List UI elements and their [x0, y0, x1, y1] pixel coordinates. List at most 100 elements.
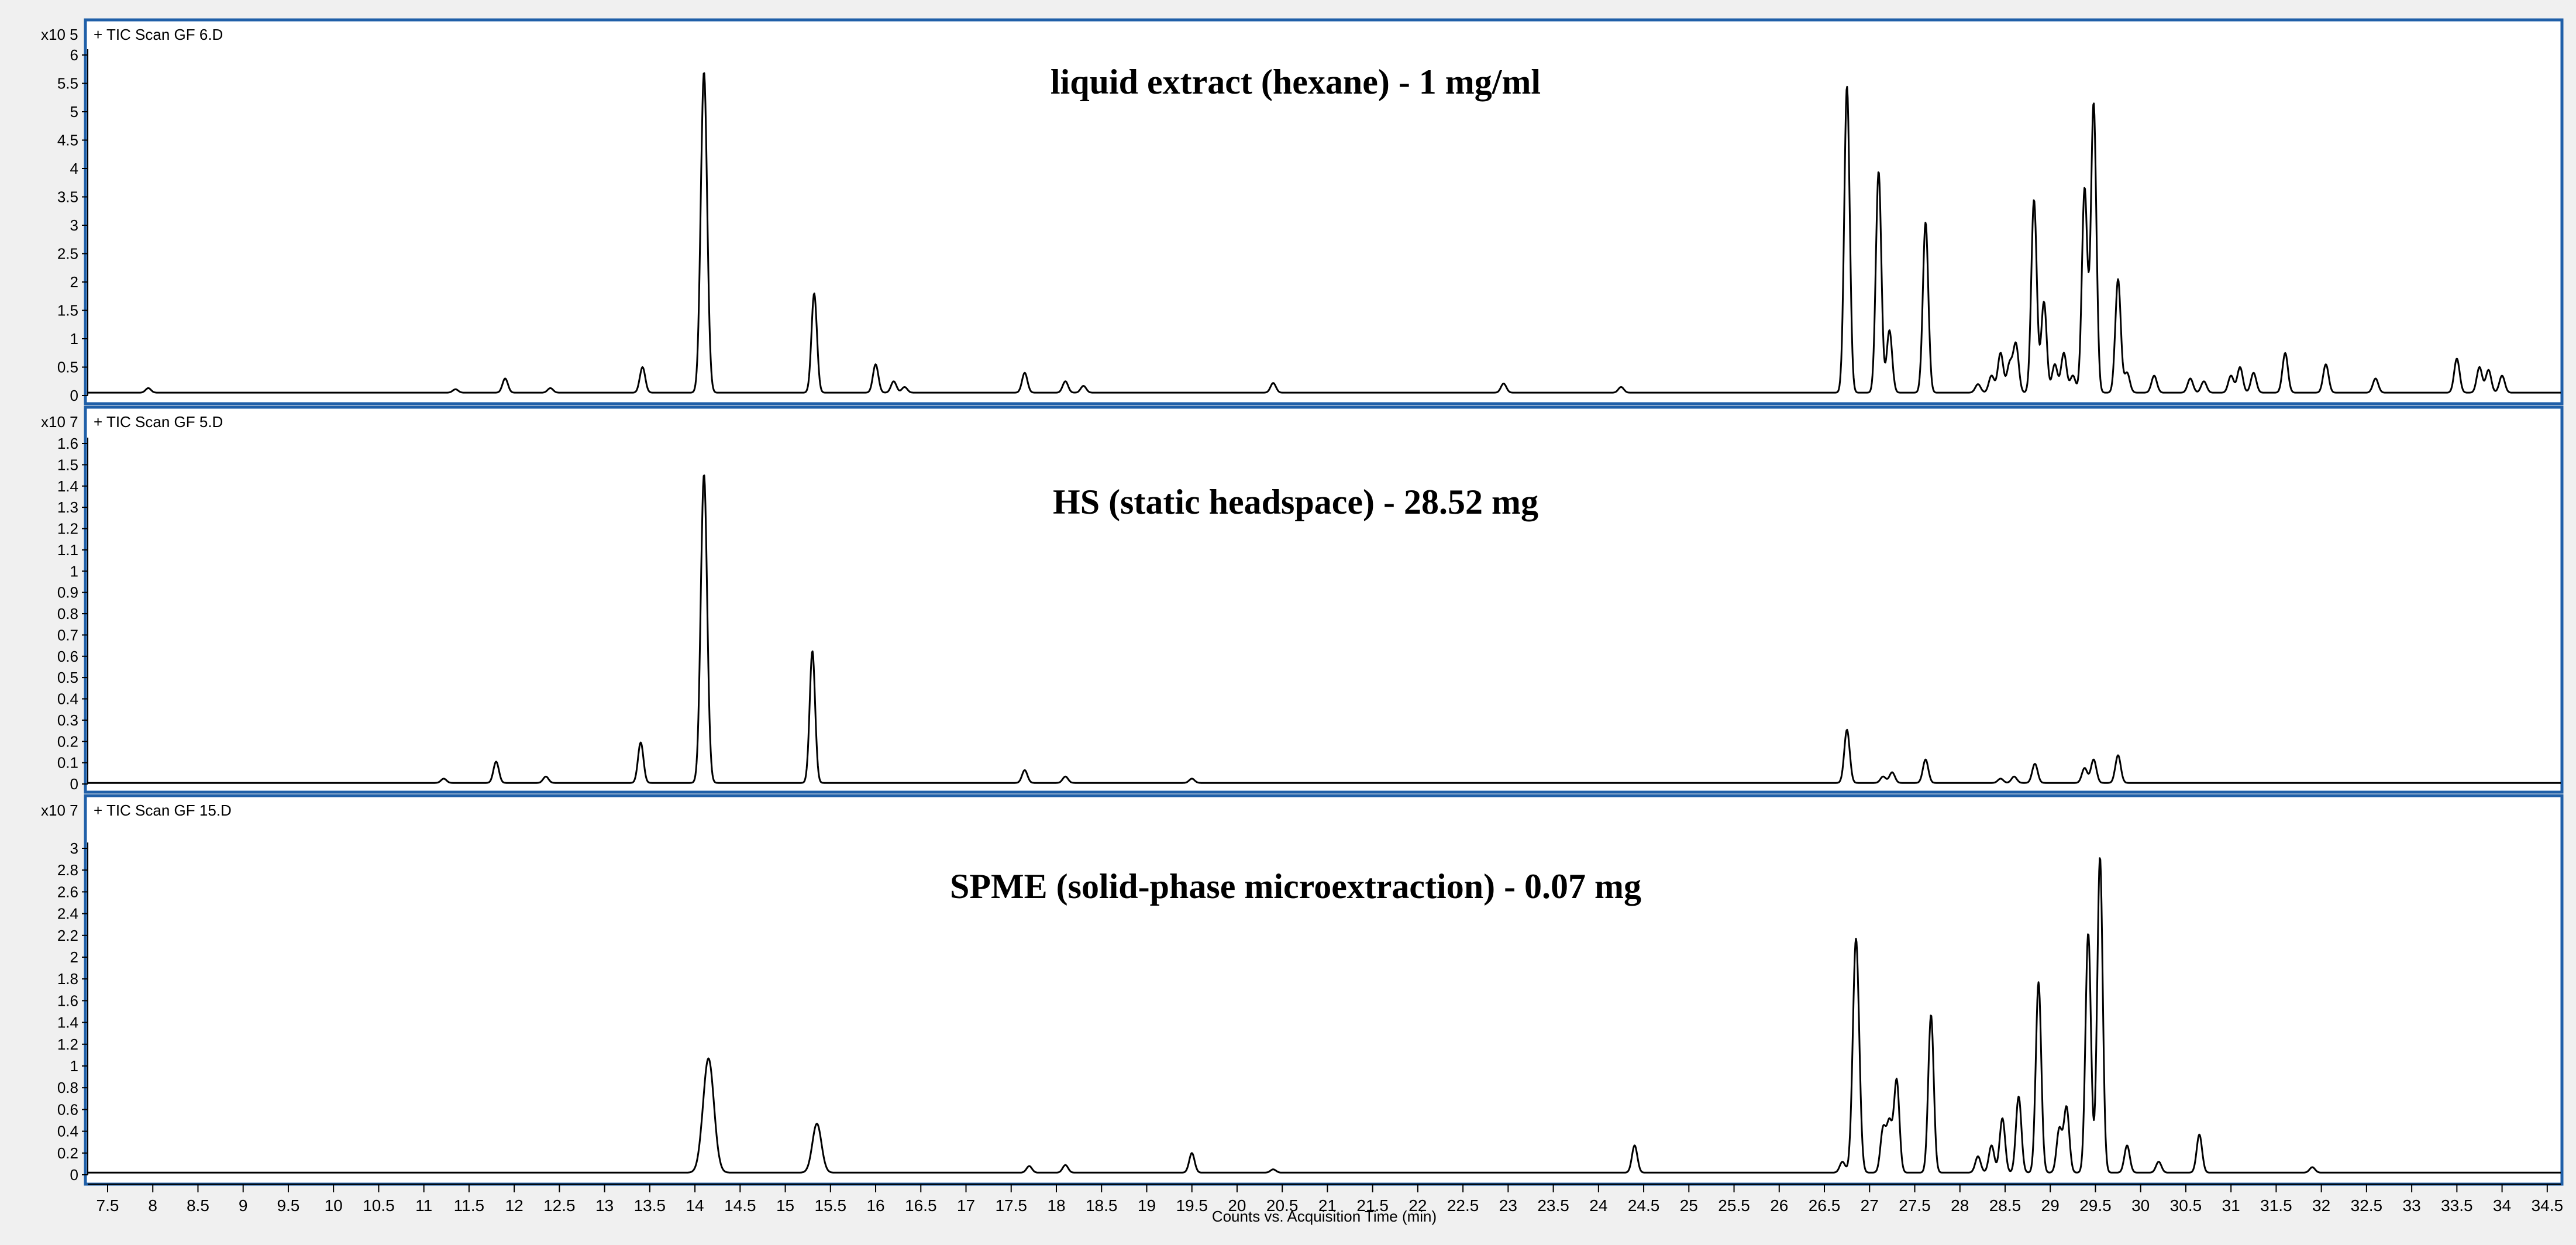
- x-tick-label: 21.5: [1356, 1196, 1389, 1215]
- tic-trace: [87, 474, 2561, 784]
- tic-trace: [87, 857, 2561, 1174]
- y-tick-label: 0.8: [57, 605, 78, 623]
- y-multiplier-label: x10 7: [41, 413, 78, 431]
- x-tick-label: 15: [776, 1196, 794, 1215]
- y-tick-label: 3.5: [57, 188, 78, 206]
- x-tick-label: 23: [1499, 1196, 1517, 1215]
- x-tick-label: 23.5: [1537, 1196, 1569, 1215]
- x-tick-label: 14.5: [724, 1196, 756, 1215]
- y-tick-label: 3: [70, 840, 78, 857]
- series-label: + TIC Scan GF 5.D: [94, 413, 223, 431]
- y-tick-label: 0.1: [57, 754, 78, 772]
- x-tick-label: 27.5: [1899, 1196, 1931, 1215]
- x-tick-label: 22: [1408, 1196, 1427, 1215]
- x-tick-label: 15.5: [815, 1196, 847, 1215]
- x-tick-label: 12: [505, 1196, 524, 1215]
- x-tick-label: 9.5: [277, 1196, 299, 1215]
- y-tick-label: 2.8: [57, 861, 78, 879]
- x-tick-label: 28: [1951, 1196, 1969, 1215]
- y-tick-label: 1.4: [57, 1014, 78, 1031]
- chart-title: HS (static headspace) - 28.52 mg: [1053, 483, 1538, 521]
- x-tick-label: 17.5: [995, 1196, 1027, 1215]
- x-tick-label: 22.5: [1447, 1196, 1479, 1215]
- y-tick-label: 1.6: [57, 435, 78, 452]
- chart-pane: 0 0.1 0.2 0.3 0.4 0.5 0.6 0.7 0.8 0.9 1 1.1 1.2 1.3 1.…: [41, 405, 2564, 794]
- x-tick-label: 31.5: [2260, 1196, 2292, 1215]
- x-tick-label: 8: [148, 1196, 157, 1215]
- x-tick-label: 13.5: [634, 1196, 666, 1215]
- y-tick-label: 0.6: [57, 1100, 78, 1118]
- y-tick-label: 4: [70, 160, 78, 177]
- y-tick-label: 1.2: [57, 520, 78, 538]
- x-tick-label: 28.5: [1989, 1196, 2021, 1215]
- y-tick-label: 4.5: [57, 132, 78, 149]
- x-tick-label: 34.5: [2532, 1196, 2564, 1215]
- x-tick-label: 32: [2312, 1196, 2330, 1215]
- x-tick-label: 32.5: [2351, 1196, 2383, 1215]
- y-tick-label: 0.4: [57, 690, 78, 708]
- y-tick-label: 6: [70, 46, 78, 64]
- x-tick-label: 7.5: [97, 1196, 119, 1215]
- y-tick-label: 1.1: [57, 541, 78, 559]
- y-tick-label: 5.5: [57, 75, 78, 92]
- x-tick-label: 25.5: [1718, 1196, 1750, 1215]
- y-tick-label: 1.6: [57, 992, 78, 1009]
- chart-pane: 0 0.5 1 1.5 2 2.5 3 3.5 4 4.5 5 5.5 6 x10 5 + TIC Scan…: [41, 18, 2564, 405]
- y-tick-label: 2: [70, 948, 78, 966]
- y-tick-label: 2.4: [57, 905, 78, 923]
- chart-title: SPME (solid-phase microextraction) - 0.0…: [950, 867, 1641, 906]
- y-multiplier-label: x10 5: [41, 26, 78, 43]
- x-tick-label: 19: [1138, 1196, 1156, 1215]
- y-tick-label: 0.3: [57, 711, 78, 729]
- y-tick-label: 0: [70, 387, 78, 404]
- y-multiplier-label: x10 7: [41, 802, 78, 819]
- x-tick-label: 16: [866, 1196, 884, 1215]
- chart-title: liquid extract (hexane) - 1 mg/ml: [1051, 63, 1541, 101]
- x-tick-label: 26.5: [1809, 1196, 1841, 1215]
- y-tick-label: 2.5: [57, 245, 78, 263]
- y-tick-label: 5: [70, 103, 78, 121]
- x-tick-label: 30.5: [2170, 1196, 2202, 1215]
- x-tick-label: 10: [325, 1196, 343, 1215]
- y-tick-label: 0.4: [57, 1123, 78, 1140]
- y-tick-label: 0.2: [57, 1144, 78, 1162]
- y-tick-label: 0.8: [57, 1079, 78, 1096]
- x-tick-label: 14: [686, 1196, 704, 1215]
- y-tick-label: 1.3: [57, 498, 78, 516]
- series-label: + TIC Scan GF 15.D: [94, 802, 232, 819]
- y-tick-label: 1.5: [57, 456, 78, 473]
- series-label: + TIC Scan GF 6.D: [94, 26, 223, 43]
- x-tick-label: 29.5: [2079, 1196, 2112, 1215]
- y-tick-label: 2.6: [57, 883, 78, 900]
- x-tick-label: 19.5: [1176, 1196, 1208, 1215]
- y-tick-label: 3: [70, 216, 78, 234]
- x-tick-label: 8.5: [187, 1196, 209, 1215]
- x-tick-label: 21: [1318, 1196, 1337, 1215]
- x-tick-label: 24: [1589, 1196, 1607, 1215]
- x-tick-label: 24.5: [1628, 1196, 1660, 1215]
- pane-frame: [84, 405, 2564, 794]
- y-tick-label: 2: [70, 273, 78, 291]
- pane-frame: [84, 18, 2564, 405]
- x-tick-label: 17: [957, 1196, 975, 1215]
- x-tick-label: 18: [1047, 1196, 1065, 1215]
- x-tick-label: 11: [415, 1196, 432, 1215]
- x-tick-label: 31: [2222, 1196, 2240, 1215]
- y-tick-label: 1.8: [57, 970, 78, 988]
- y-tick-label: 1: [70, 1057, 78, 1075]
- x-tick-label: 30: [2131, 1196, 2150, 1215]
- y-tick-label: 0.2: [57, 732, 78, 750]
- x-tick-label: 27: [1861, 1196, 1879, 1215]
- y-tick-label: 1: [70, 562, 78, 580]
- x-tick-label: 29: [2041, 1196, 2060, 1215]
- x-tick-label: 11.5: [454, 1196, 484, 1215]
- x-tick-label: 10.5: [363, 1196, 395, 1215]
- pane-frame: [84, 794, 2564, 1186]
- x-tick-label: 33: [2403, 1196, 2421, 1215]
- y-tick-label: 0.7: [57, 626, 78, 644]
- y-tick-label: 2.2: [57, 927, 78, 944]
- x-tick-label: 34: [2493, 1196, 2511, 1215]
- y-tick-label: 1.4: [57, 477, 78, 495]
- y-tick-label: 0.6: [57, 648, 78, 665]
